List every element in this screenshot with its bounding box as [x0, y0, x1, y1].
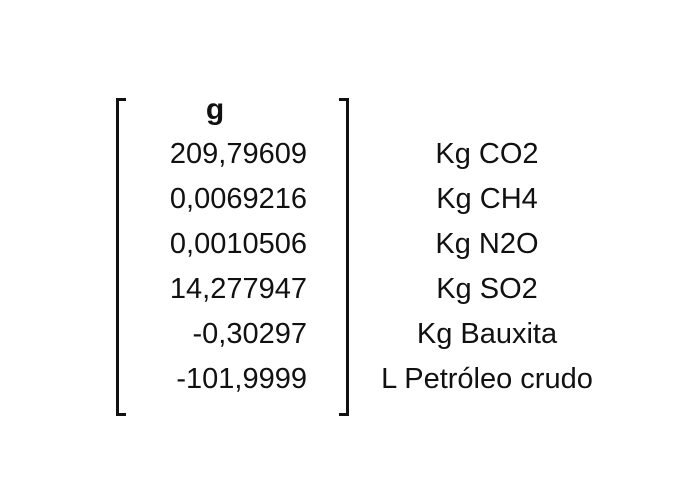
value-co2: 209,79609	[169, 138, 307, 170]
unit-column: Kg CO2 Kg CH4 Kg N2O Kg SO2 Kg Bauxita L…	[362, 132, 612, 402]
right-bracket	[339, 98, 349, 416]
value-bauxita: -0,30297	[192, 318, 308, 350]
unit-n2o: Kg N2O	[435, 228, 539, 260]
unit-petroleo: L Petróleo crudo	[381, 363, 593, 395]
value-so2: 14,277947	[169, 273, 307, 305]
value-column: 209,79609 0,0069216 0,0010506 14,277947 …	[120, 132, 307, 402]
value-n2o: 0,0010506	[169, 228, 307, 260]
unit-ch4: Kg CH4	[436, 183, 538, 215]
left-bracket	[116, 98, 126, 416]
unit-so2: Kg SO2	[436, 273, 538, 305]
value-ch4: 0,0069216	[169, 183, 307, 215]
unit-co2: Kg CO2	[435, 138, 539, 170]
value-petroleo: -101,9999	[176, 363, 307, 395]
unit-bauxita: Kg Bauxita	[416, 318, 558, 350]
column-header: g	[205, 93, 225, 126]
